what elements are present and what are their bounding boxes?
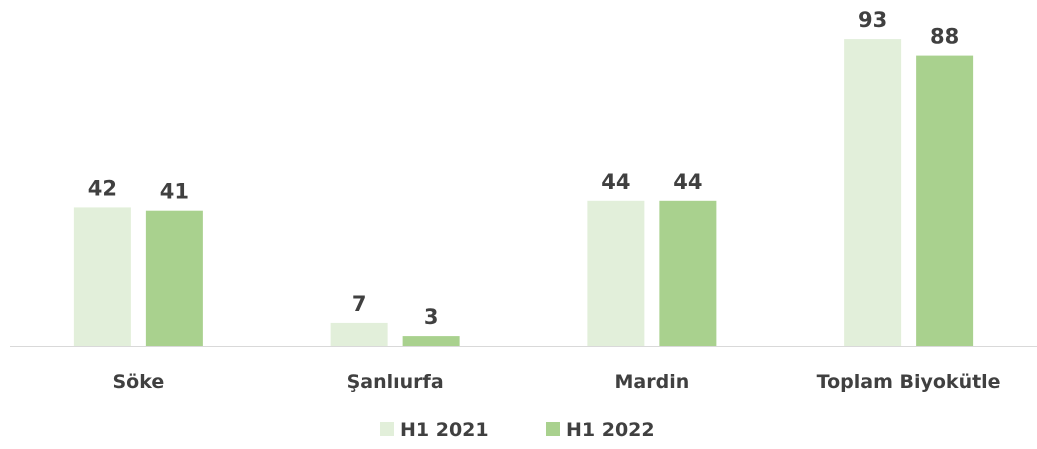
bar-0-2 xyxy=(587,200,645,346)
legend-label-0: H1 2021 xyxy=(400,419,489,441)
value-label-0-3: 93 xyxy=(858,8,887,32)
bar-0-0 xyxy=(73,207,131,346)
category-label-0: Söke xyxy=(113,371,165,393)
value-label-1-1: 3 xyxy=(424,305,439,329)
value-label-1-2: 44 xyxy=(673,170,702,194)
bar-0-3 xyxy=(844,39,902,346)
bar-1-0 xyxy=(145,210,203,346)
category-label-3: Toplam Biyokütle xyxy=(817,371,1001,393)
legend-swatch-0 xyxy=(380,422,394,436)
category-label-2: Mardin xyxy=(615,371,690,393)
bar-1-2 xyxy=(659,200,717,346)
value-label-1-0: 41 xyxy=(160,180,189,204)
bar-0-1 xyxy=(330,322,388,346)
legend-label-1: H1 2022 xyxy=(566,419,655,441)
value-label-0-2: 44 xyxy=(601,170,630,194)
bar-1-3 xyxy=(916,55,974,346)
value-label-1-3: 88 xyxy=(930,25,959,49)
bar-1-1 xyxy=(402,336,460,346)
legend-swatch-1 xyxy=(546,422,560,436)
category-label-1: Şanlıurfa xyxy=(347,371,444,393)
value-label-0-1: 7 xyxy=(352,292,367,316)
category-labels-group: Söke Şanlıurfa Mardin Toplam Biyokütle xyxy=(113,371,1001,393)
value-labels-group: 42 41 7 3 44 44 93 88 xyxy=(88,8,959,329)
legend: H1 2021 H1 2022 xyxy=(380,419,655,441)
bars-group xyxy=(73,39,974,346)
value-label-0-0: 42 xyxy=(88,176,117,200)
